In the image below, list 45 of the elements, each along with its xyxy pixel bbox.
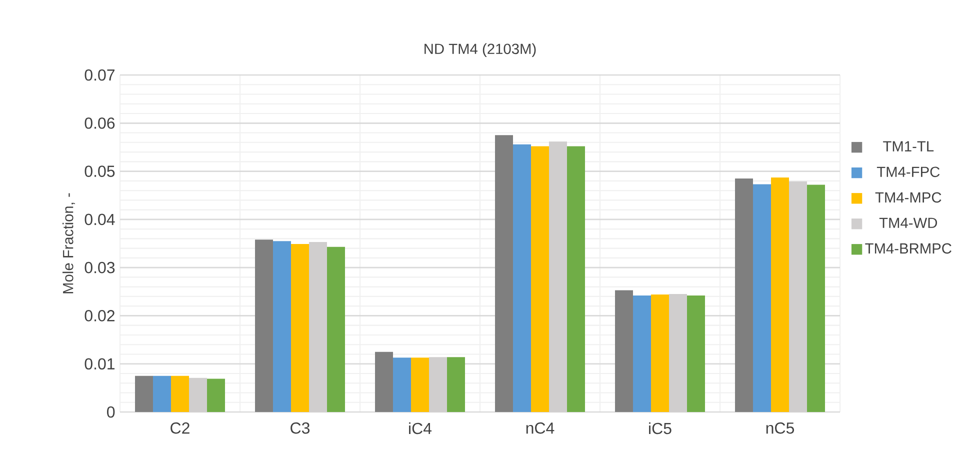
bar [171,376,190,412]
y-tick-label: 0.07 [84,69,114,81]
bar [531,146,550,412]
legend-label: TM4-BRMPC [865,243,952,254]
bar [153,376,172,412]
bar [753,184,772,412]
bar [615,290,634,412]
legend-label: TM4-WD [879,218,938,228]
bar [135,376,154,412]
legend-label: TM1-TL [883,141,934,152]
bar [291,244,310,412]
bar [513,144,532,412]
x-tick-label: nC4 [526,422,554,434]
bar [735,178,754,412]
bar [567,146,586,412]
y-tick-label: 0.03 [84,262,115,274]
bar [633,295,652,412]
y-tick-label: 0.04 [84,214,115,226]
y-tick-label: 0 [107,406,115,418]
chart-title: ND TM4 (2103M) [424,43,536,57]
bar [771,178,790,412]
bar [447,357,466,412]
y-tick-label: 0.05 [84,166,115,177]
bar [411,358,430,412]
bar [495,135,514,412]
x-tick-label: C2 [170,422,190,434]
bar [687,295,706,412]
x-tick-label: C3 [290,422,310,434]
bar [651,294,670,412]
x-tick-label: nC5 [766,422,794,434]
bar [255,240,274,412]
legend-label: TM4-FPC [876,166,940,178]
bar [207,378,226,412]
legend-label: TM4-MPC [875,192,942,203]
x-tick-label: iC5 [649,422,672,434]
y-tick-label: 0.01 [84,358,115,370]
bar [375,352,394,412]
x-tick-label: iC4 [409,422,432,434]
bar [273,241,292,412]
y-tick-label: 0.02 [84,310,114,322]
y-tick-label: 0.06 [84,117,115,129]
bar [393,358,412,412]
bar [327,246,346,412]
bar [807,184,825,412]
y-axis-title: Mole Fraction, - [62,193,76,294]
